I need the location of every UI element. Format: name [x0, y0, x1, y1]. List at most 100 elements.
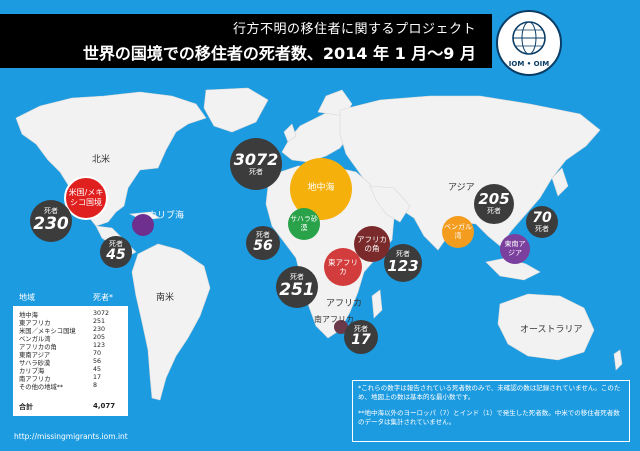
total-label: 合計	[19, 403, 33, 411]
row-region: カリブ海	[19, 368, 45, 375]
deaths-count: 123	[387, 256, 419, 275]
southeast-asia-deaths-bubble: 70 死者	[526, 206, 558, 238]
region-label-africa: アフリカ	[326, 299, 363, 309]
page-subtitle: 行方不明の移住者に関するプロジェクト	[232, 22, 476, 37]
table-header: 地域 死者*	[13, 288, 128, 306]
south-america-landmass	[131, 243, 211, 401]
footnote-2: **地中海以外のヨーロッパ（7）とインド（1）で発生した死者数。中米での移住者死…	[358, 408, 620, 427]
row-deaths: 17	[93, 374, 102, 381]
region-label-south-america: 南米	[156, 293, 175, 303]
row-region: 南アフリカ	[19, 376, 51, 383]
deaths-count: 56	[253, 238, 273, 255]
deaths-table: 地域 死者* 地中海 3072 東アフリカ 251 米国／メキシコ国境 230 ベンガ…	[13, 288, 128, 416]
table-row: その他の地域** 8	[19, 382, 123, 391]
column-header-deaths: 死者*	[93, 293, 113, 302]
deaths-unit: 死者	[249, 167, 263, 176]
deaths-count: 251	[279, 279, 315, 300]
caribbean-deaths-bubble: 死者 45	[100, 236, 132, 268]
deaths-count: 45	[106, 247, 126, 264]
row-deaths: 8	[93, 382, 98, 389]
row-region: サハラ砂漠	[19, 360, 51, 367]
total-value: 4,077	[93, 402, 116, 410]
deaths-unit: 死者	[396, 250, 410, 259]
row-region: ベンガル湾	[19, 336, 51, 343]
uk-landmass	[283, 123, 297, 143]
deaths-unit: 死者	[256, 230, 270, 239]
deaths-count: 230	[33, 213, 69, 234]
region-label-australia: オーストラリア	[520, 325, 583, 335]
deaths-unit: 死者	[44, 207, 58, 216]
greenland-landmass	[203, 87, 269, 133]
row-deaths: 70	[93, 350, 102, 357]
column-header-region: 地域	[19, 293, 35, 302]
footnote-1: *これらの数字は報告されている死者数のみで、未確認の数は記録されていません。この…	[358, 384, 621, 402]
iom-logo: IOM • OIM	[496, 10, 562, 76]
row-deaths: 230	[93, 326, 106, 333]
deaths-unit: 死者	[354, 324, 368, 333]
bubble-label: サハラ砂漠	[290, 215, 318, 232]
us-mexico-border-bubble: 米国/メキシコ国境	[64, 176, 108, 220]
sahara-bubble: サハラ砂漠	[288, 208, 320, 240]
arabian-peninsula	[369, 185, 411, 223]
table-row: ベンガル湾 205	[19, 334, 123, 343]
table-row: 米国／メキシコ国境 230	[19, 326, 123, 335]
region-label-asia: アジア	[448, 183, 475, 193]
deaths-count: 70	[532, 209, 552, 226]
east-africa-bubble: 東アフリカ	[324, 248, 362, 286]
row-deaths: 123	[93, 342, 106, 349]
row-region: その他の地域**	[19, 384, 64, 391]
row-region: 地中海	[19, 312, 38, 319]
bay-of-bengal-deaths-bubble: 205 死者	[474, 184, 514, 224]
deaths-unit: 死者	[290, 273, 304, 282]
south-africa-label: 南アフリカ	[314, 315, 354, 324]
bubble-label: 地中海	[307, 183, 335, 194]
table-row: 地中海 3072	[19, 310, 123, 319]
row-deaths: 251	[93, 318, 106, 325]
horn-of-africa-deaths-bubble: 死者 123	[384, 244, 422, 282]
row-deaths: 3072	[93, 310, 110, 317]
table-row: サハラ砂漠 56	[19, 358, 123, 367]
table-row: カリブ海 45	[19, 366, 123, 375]
bay-of-bengal-bubble: ベンガル湾	[442, 216, 474, 248]
japan-landmass	[551, 167, 569, 197]
deaths-unit: 死者	[109, 239, 123, 248]
logo-text: IOM • OIM	[508, 60, 550, 68]
row-region: アフリカの角	[19, 344, 57, 351]
madagascar-landmass	[371, 289, 383, 319]
region-label-caribbean: カリブ海	[148, 211, 185, 221]
australia-landmass	[497, 293, 595, 361]
bubble-label: 米国/メキシコ国境	[68, 188, 104, 207]
deaths-count: 17	[351, 332, 371, 349]
source-url: http://missingmigrants.iom.int	[14, 432, 128, 441]
table-row: 南アフリカ 17	[19, 374, 123, 383]
row-deaths: 56	[93, 358, 102, 365]
new-zealand-landmass	[613, 349, 623, 371]
southeast-asia-bubble: 東南アジア	[500, 234, 530, 264]
deaths-count: 3072	[233, 149, 279, 169]
header-bar: 行方不明の移住者に関するプロジェクト 世界の国境での移住者の死者数、2014 年…	[0, 14, 492, 68]
row-region: 米国／メキシコ国境	[19, 328, 76, 335]
footnotes-box: *これらの数字は報告されている死者数のみで、未確認の数は記録されていません。この…	[352, 380, 630, 442]
bubble-label: 東アフリカ	[328, 257, 358, 276]
table-row: アフリカの角 123	[19, 342, 123, 351]
deaths-unit: 死者	[487, 207, 501, 216]
us-mexico-deaths-bubble: 死者 230	[30, 200, 72, 242]
bubble-label: ベンガル湾	[444, 223, 472, 240]
sahara-deaths-bubble: 死者 56	[246, 226, 280, 260]
region-label-north-america: 北米	[92, 155, 111, 165]
row-region: 東南アジア	[19, 352, 51, 359]
mediterranean-deaths-bubble: 3072 死者	[230, 138, 282, 190]
caribbean-bubble	[132, 214, 154, 236]
south-africa-deaths-bubble: 死者 17	[344, 320, 378, 354]
row-deaths: 205	[93, 334, 106, 341]
table-total-row: 合計 4,077	[19, 402, 123, 412]
table-row: 東アフリカ 251	[19, 318, 123, 327]
table-row: 東南アジア 70	[19, 350, 123, 359]
bubble-label: アフリカの角	[357, 234, 387, 253]
deaths-unit: 死者	[535, 224, 549, 233]
page-title: 世界の国境での移住者の死者数、2014 年 1 月〜9 月	[82, 44, 476, 63]
north-america-landmass	[15, 91, 207, 227]
row-deaths: 45	[93, 366, 102, 373]
deaths-count: 205	[478, 190, 510, 209]
globe-icon	[512, 21, 546, 55]
